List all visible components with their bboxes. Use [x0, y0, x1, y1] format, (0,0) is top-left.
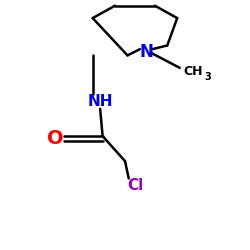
- Text: CH: CH: [184, 65, 203, 78]
- Text: N: N: [139, 43, 153, 61]
- Text: O: O: [47, 129, 64, 148]
- Text: 3: 3: [204, 72, 211, 82]
- Text: NH: NH: [88, 94, 113, 109]
- Text: Cl: Cl: [128, 178, 144, 194]
